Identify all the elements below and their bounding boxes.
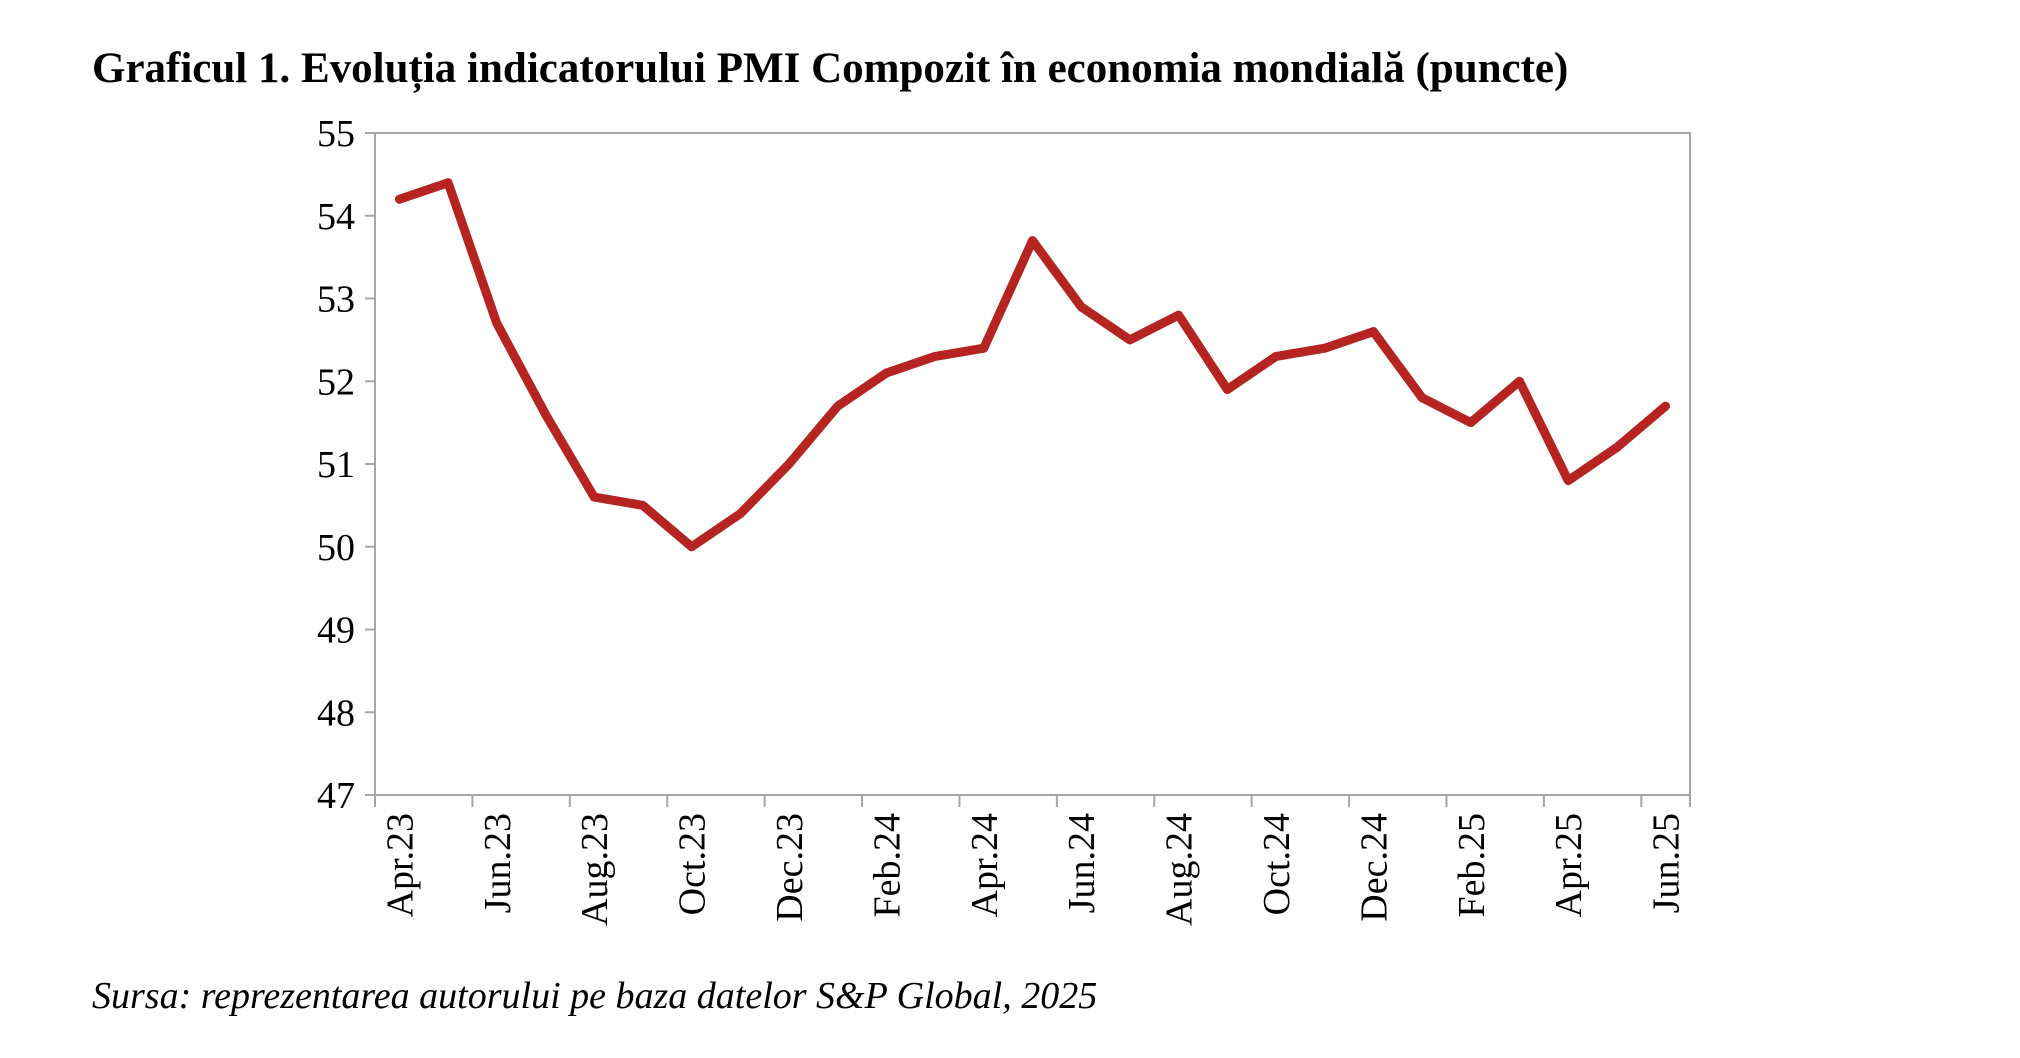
data-point bbox=[691, 546, 693, 548]
data-point bbox=[739, 513, 741, 515]
y-tick-label: 51 bbox=[317, 444, 355, 486]
x-tick-label: Jun.25 bbox=[1646, 813, 1688, 913]
y-tick-label: 54 bbox=[317, 196, 355, 238]
x-tick-label: Feb.25 bbox=[1451, 813, 1493, 918]
data-point bbox=[983, 347, 985, 349]
y-tick-label: 48 bbox=[317, 692, 355, 734]
data-point bbox=[1616, 446, 1618, 448]
data-point bbox=[1567, 480, 1569, 482]
data-point bbox=[885, 372, 887, 374]
data-point bbox=[1032, 240, 1033, 242]
x-axis-ticks: Apr.23 Jun.23 Aug.23 Oct.23 Dec.23 Feb.24 Apr.… bbox=[374, 795, 1691, 926]
data-point bbox=[1421, 397, 1423, 399]
data-point bbox=[447, 182, 449, 184]
data-point bbox=[398, 198, 400, 200]
data-point bbox=[1372, 331, 1374, 333]
series-line bbox=[394, 178, 1671, 552]
y-tick-label: 52 bbox=[317, 361, 355, 403]
series-layer bbox=[394, 178, 1671, 552]
x-tick-label: Dec.23 bbox=[769, 813, 811, 922]
x-tick-label: Dec.24 bbox=[1353, 813, 1395, 922]
data-point bbox=[1080, 306, 1082, 308]
x-tick-label: Aug.23 bbox=[574, 813, 616, 926]
data-point bbox=[1275, 355, 1277, 357]
source-note: Sursa: reprezentarea autorului pe baza d… bbox=[92, 975, 1098, 1017]
y-tick-label: 55 bbox=[317, 113, 355, 155]
line-chart: 47 48 49 50 51 52 53 54 55 Apr.23 Jun.23 Aug.23 Oct… bbox=[317, 113, 1691, 926]
y-tick-label: 50 bbox=[317, 527, 355, 569]
data-point bbox=[1324, 347, 1326, 349]
x-tick-label: Apr.24 bbox=[964, 813, 1006, 918]
y-tick-label: 53 bbox=[317, 279, 355, 321]
data-point bbox=[496, 322, 498, 324]
x-tick-label: Jun.23 bbox=[477, 813, 519, 913]
x-tick-label: Apr.23 bbox=[379, 813, 421, 918]
chart-title: Graficul 1. Evoluția indicatorului PMI C… bbox=[92, 45, 1569, 92]
data-point bbox=[1470, 422, 1472, 424]
data-point bbox=[1665, 405, 1667, 407]
data-point bbox=[642, 504, 644, 506]
data-point bbox=[1226, 389, 1228, 391]
data-point bbox=[1519, 380, 1521, 382]
data-point bbox=[544, 413, 546, 415]
y-tick-label: 47 bbox=[317, 775, 355, 817]
x-tick-label: Oct.24 bbox=[1256, 813, 1298, 915]
x-tick-label: Jun.24 bbox=[1061, 813, 1103, 913]
x-tick-label: Feb.24 bbox=[866, 813, 908, 918]
data-point bbox=[1129, 339, 1131, 341]
data-point bbox=[1178, 314, 1180, 316]
x-tick-label: Aug.24 bbox=[1159, 813, 1201, 926]
y-axis-ticks: 47 48 49 50 51 52 53 54 55 bbox=[317, 113, 375, 817]
x-tick-label: Oct.23 bbox=[672, 813, 714, 915]
x-tick-label: Apr.25 bbox=[1548, 813, 1590, 918]
y-tick-label: 49 bbox=[317, 610, 355, 652]
data-point bbox=[593, 496, 595, 498]
data-point bbox=[934, 355, 936, 357]
data-point bbox=[788, 463, 790, 465]
data-point bbox=[837, 405, 839, 407]
